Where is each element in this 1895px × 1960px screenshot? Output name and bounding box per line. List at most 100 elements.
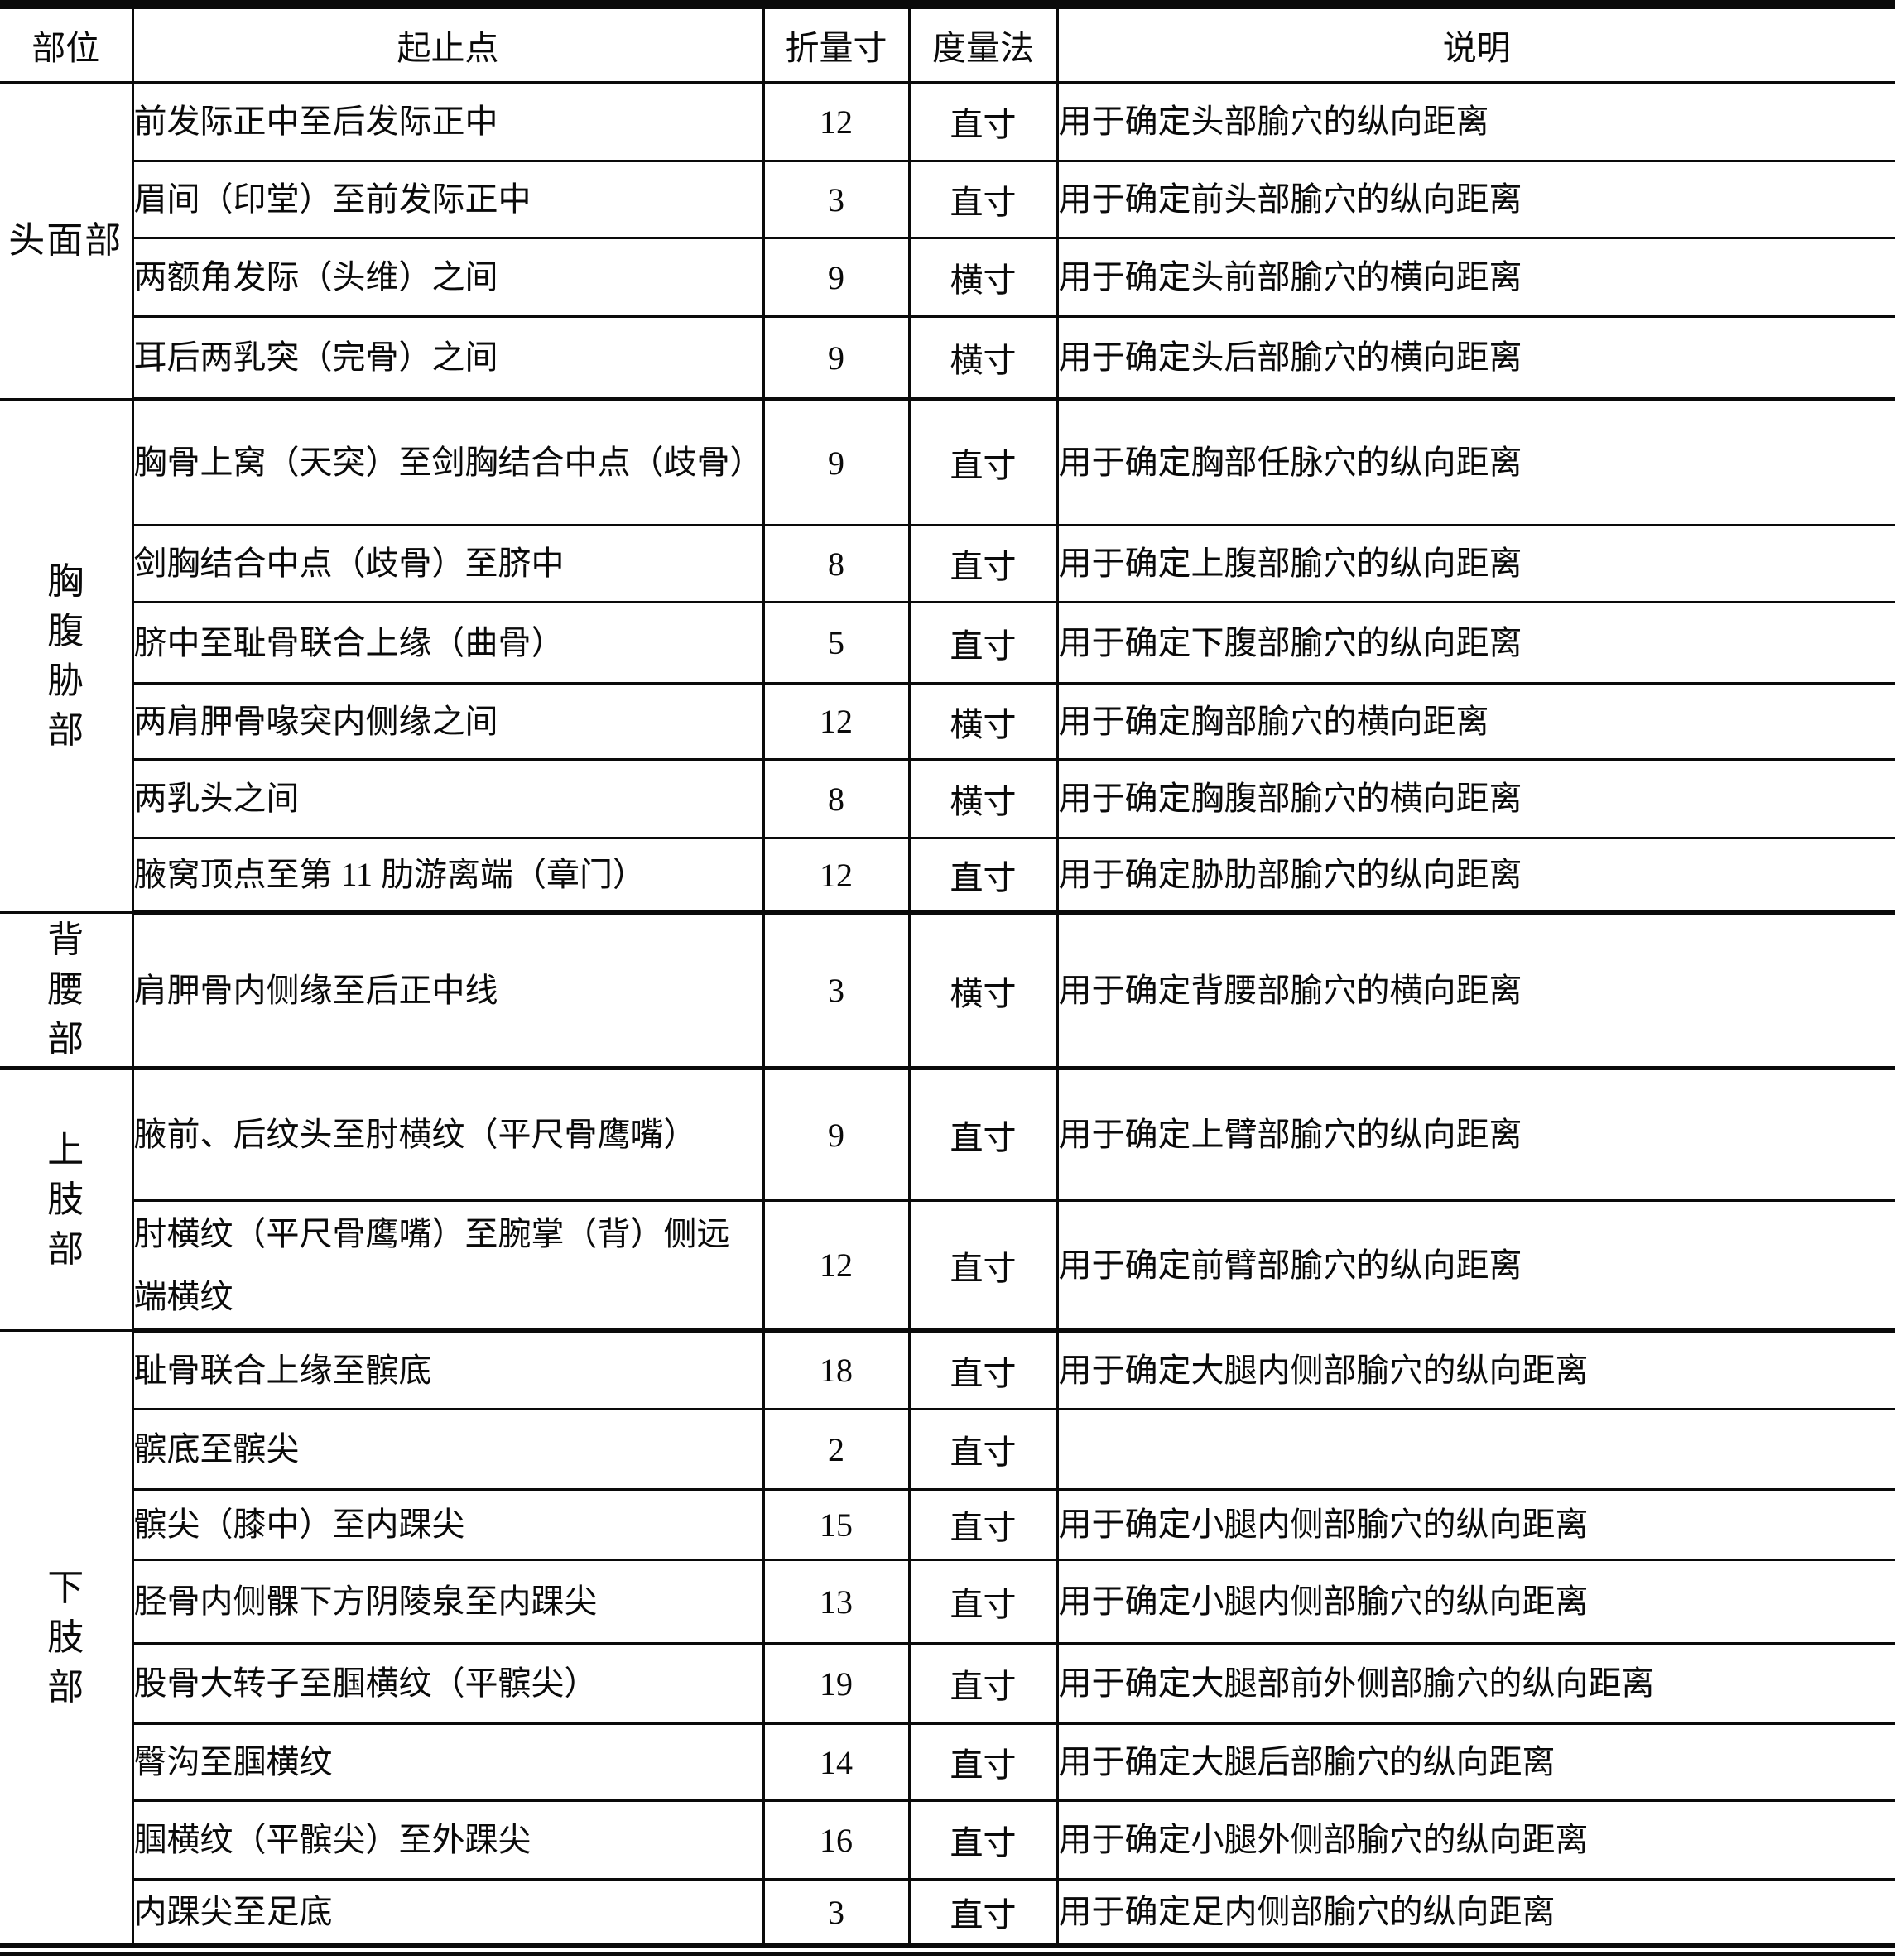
- cell-method: 直寸: [907, 1559, 1059, 1645]
- cell-note: 用于确定前头部腧穴的纵向距离: [1056, 160, 1895, 239]
- cell-segment: 腋前、后纹头至肘横纹（平尺骨鹰嘴）: [131, 1067, 765, 1202]
- cell-method: 横寸: [907, 911, 1059, 1070]
- cell-method: 直寸: [907, 1408, 1059, 1491]
- cell-cun-value: 9: [762, 398, 911, 526]
- cell-segment: 两乳头之间: [131, 758, 765, 839]
- cell-method: 直寸: [907, 1488, 1059, 1561]
- cell-segment: 耻骨联合上缘至髌底: [131, 1329, 765, 1410]
- cell-segment: 肘横纹（平尺骨鹰嘴）至腕掌（背）侧远端横纹: [131, 1199, 765, 1333]
- header-row: 部位 起止点 折量寸 度量法 说明: [0, 4, 1895, 84]
- cell-note: 用于确定大腿部前外侧部腧穴的纵向距离: [1056, 1642, 1895, 1725]
- table-row: 肘横纹（平尺骨鹰嘴）至腕掌（背）侧远端横纹 12 直寸 用于确定前臂部腧穴的纵向距离: [0, 1199, 1895, 1333]
- col-header-segment: 起止点: [131, 4, 765, 84]
- table-row: 眉间（印堂）至前发际正中 3 直寸 用于确定前头部腧穴的纵向距离: [0, 160, 1895, 239]
- cell-cun-value: 8: [762, 758, 911, 839]
- table-row: 内踝尖至足底 3 直寸 用于确定足内侧部腧穴的纵向距离: [0, 1878, 1895, 1950]
- table-row: 耳后两乳突（完骨）之间 9 横寸 用于确定头后部腧穴的横向距离: [0, 315, 1895, 401]
- table-row: 头面部 前发际正中至后发际正中 12 直寸 用于确定头部腧穴的纵向距离: [0, 81, 1895, 401]
- cell-segment: 腘横纹（平髌尖）至外踝尖: [131, 1799, 765, 1881]
- cell-cun-value: 9: [762, 315, 911, 401]
- cell-cun-value: 18: [762, 1329, 911, 1410]
- cell-method: 横寸: [907, 758, 1059, 839]
- cell-cun-value: 14: [762, 1722, 911, 1802]
- cell-segment: 两额角发际（头维）之间: [131, 237, 765, 318]
- section-label: 胸腹胁部: [0, 398, 134, 914]
- cell-cun-value: 9: [762, 237, 911, 318]
- cell-note: 用于确定小腿内侧部腧穴的纵向距离: [1056, 1488, 1895, 1561]
- cell-segment: 前发际正中至后发际正中: [131, 81, 765, 162]
- cell-note: 用于确定足内侧部腧穴的纵向距离: [1056, 1878, 1895, 1950]
- cell-note: 用于确定上腹部腧穴的纵向距离: [1056, 524, 1895, 603]
- cell-note: 用于确定胸腹部腧穴的横向距离: [1056, 758, 1895, 839]
- table-row: 两额角发际（头维）之间 9 横寸 用于确定头前部腧穴的横向距离: [0, 237, 1895, 318]
- cell-segment: 髌底至髌尖: [131, 1408, 765, 1491]
- cell-note: 用于确定前臂部腧穴的纵向距离: [1056, 1199, 1895, 1333]
- cell-segment: 脐中至耻骨联合上缘（曲骨）: [131, 601, 765, 685]
- cell-note: 用于确定胁肋部腧穴的纵向距离: [1056, 837, 1895, 915]
- cell-method: 横寸: [907, 237, 1059, 318]
- table-row: 背腰部肩胛骨内侧缘至后正中线 3 横寸 用于确定背腰部腧穴的横向距离: [0, 911, 1895, 1070]
- cell-segment: 髌尖（膝中）至内踝尖: [131, 1488, 765, 1561]
- cell-method: 直寸: [907, 1329, 1059, 1410]
- cell-cun-value: 16: [762, 1799, 911, 1881]
- cell-cun-value: 15: [762, 1488, 911, 1561]
- cell-note: 用于确定胸部任脉穴的纵向距离: [1056, 398, 1895, 526]
- col-header-part: 部位: [0, 4, 134, 84]
- table-row: 胸腹胁部胸骨上窝（天突）至剑胸结合中点（歧骨） 9 直寸 用于确定胸部任脉穴的纵向距离: [0, 398, 1895, 914]
- cell-method: 直寸: [907, 398, 1059, 526]
- cell-cun-value: 5: [762, 601, 911, 685]
- table-row: 两乳头之间 8 横寸 用于确定胸腹部腧穴的横向距离: [0, 758, 1895, 839]
- cell-note: 用于确定小腿外侧部腧穴的纵向距离: [1056, 1799, 1895, 1881]
- cell-note: 用于确定小腿内侧部腧穴的纵向距离: [1056, 1559, 1895, 1645]
- cell-cun-value: 8: [762, 524, 911, 603]
- col-header-method: 度量法: [907, 4, 1059, 84]
- cell-note: 用于确定胸部腧穴的横向距离: [1056, 682, 1895, 761]
- cell-method: 直寸: [907, 1878, 1059, 1950]
- table-row: 腋窝顶点至第 11 肋游离端（章门） 12 直寸 用于确定胁肋部腧穴的纵向距离: [0, 837, 1895, 915]
- col-header-cun: 折量寸: [762, 4, 911, 84]
- cell-method: 横寸: [907, 315, 1059, 401]
- cell-cun-value: 12: [762, 837, 911, 915]
- table-row: 上肢部腋前、后纹头至肘横纹（平尺骨鹰嘴） 9 直寸 用于确定上臂部腧穴的纵向距离: [0, 1067, 1895, 1332]
- cell-segment: 内踝尖至足底: [131, 1878, 765, 1950]
- cell-cun-value: 2: [762, 1408, 911, 1491]
- cell-segment: 剑胸结合中点（歧骨）至脐中: [131, 524, 765, 603]
- cell-method: 直寸: [907, 1067, 1059, 1202]
- table-row: 剑胸结合中点（歧骨）至脐中 8 直寸 用于确定上腹部腧穴的纵向距离: [0, 524, 1895, 603]
- cell-method: 直寸: [907, 1722, 1059, 1802]
- cell-note: 用于确定头部腧穴的纵向距离: [1056, 81, 1895, 162]
- cell-method: 直寸: [907, 81, 1059, 162]
- cell-note: 用于确定下腹部腧穴的纵向距离: [1056, 601, 1895, 685]
- cell-note: 用于确定大腿内侧部腧穴的纵向距离: [1056, 1329, 1895, 1410]
- table-row: 胫骨内侧髁下方阴陵泉至内踝尖 13 直寸 用于确定小腿内侧部腧穴的纵向距离: [0, 1559, 1895, 1645]
- cell-method: 直寸: [907, 160, 1059, 239]
- cell-method: 直寸: [907, 837, 1059, 915]
- cell-method: 直寸: [907, 524, 1059, 603]
- cell-method: 直寸: [907, 1642, 1059, 1725]
- cell-note: 用于确定大腿后部腧穴的纵向距离: [1056, 1722, 1895, 1802]
- table-row: 髌尖（膝中）至内踝尖 15 直寸 用于确定小腿内侧部腧穴的纵向距离: [0, 1488, 1895, 1561]
- section-label: 上肢部: [0, 1067, 134, 1332]
- table-row: 腘横纹（平髌尖）至外踝尖 16 直寸 用于确定小腿外侧部腧穴的纵向距离: [0, 1799, 1895, 1881]
- cell-cun-value: 3: [762, 911, 911, 1070]
- cell-note: 用于确定背腰部腧穴的横向距离: [1056, 911, 1895, 1070]
- section-label: 背腰部: [0, 911, 134, 1070]
- cell-segment: 眉间（印堂）至前发际正中: [131, 160, 765, 239]
- cell-cun-value: 12: [762, 682, 911, 761]
- cell-segment: 臀沟至腘横纹: [131, 1722, 765, 1802]
- cell-segment: 腋窝顶点至第 11 肋游离端（章门）: [131, 837, 765, 915]
- cell-segment: 两肩胛骨喙突内侧缘之间: [131, 682, 765, 761]
- table-row: 下肢部耻骨联合上缘至髌底 18 直寸 用于确定大腿内侧部腧穴的纵向距离: [0, 1329, 1895, 1951]
- table-row: 两肩胛骨喙突内侧缘之间 12 横寸 用于确定胸部腧穴的横向距离: [0, 682, 1895, 761]
- cell-note: [1056, 1408, 1895, 1491]
- cell-segment: 股骨大转子至腘横纹（平髌尖）: [131, 1642, 765, 1725]
- cell-cun-value: 3: [762, 1878, 911, 1950]
- cell-method: 直寸: [907, 601, 1059, 685]
- cell-cun-value: 3: [762, 160, 911, 239]
- cell-method: 直寸: [907, 1799, 1059, 1881]
- section-label: 头面部: [0, 81, 134, 401]
- cell-method: 直寸: [907, 1199, 1059, 1333]
- col-header-note: 说明: [1056, 4, 1895, 84]
